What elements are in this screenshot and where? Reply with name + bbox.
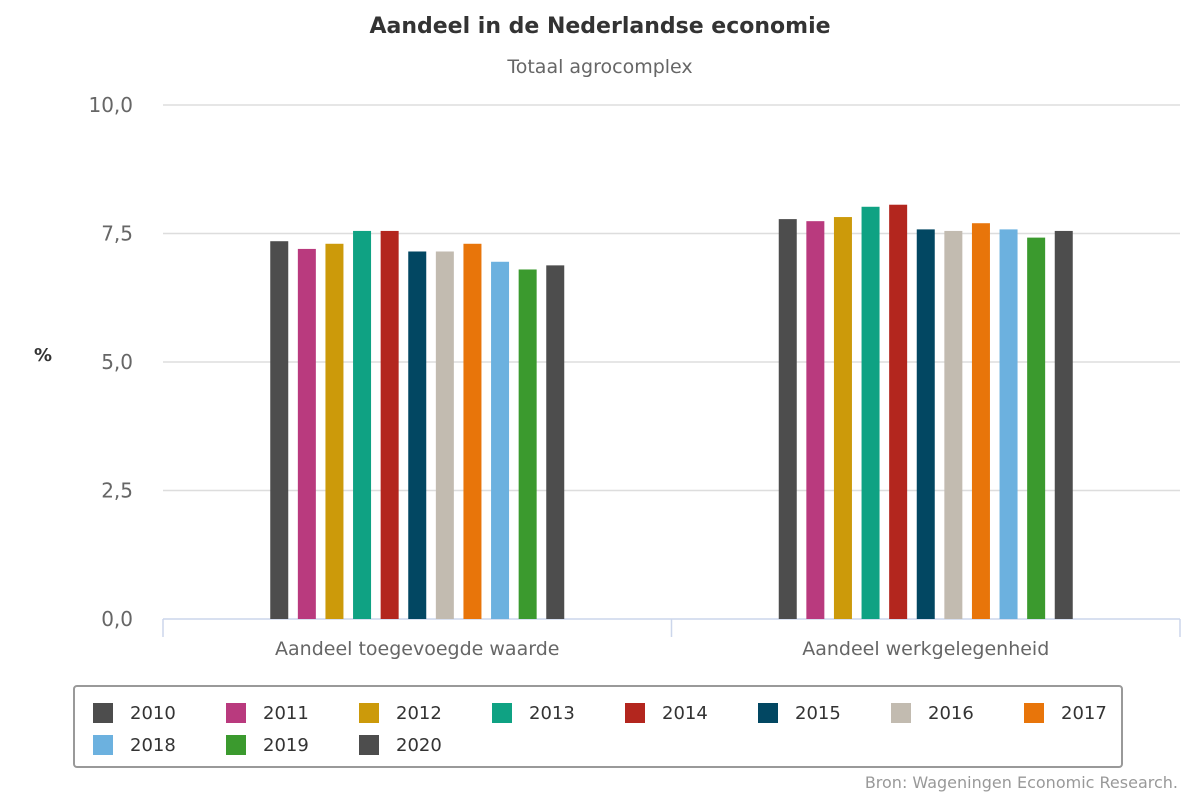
- bar-2017: [971, 223, 990, 619]
- legend-item-2010[interactable]: 2010: [93, 701, 176, 725]
- bar-2011: [297, 248, 316, 620]
- legend-label: 2015: [795, 702, 841, 724]
- bar-2020: [546, 265, 565, 619]
- x-category-label: Aandeel toegevoegde waarde: [275, 638, 559, 660]
- legend-label: 2012: [396, 702, 442, 724]
- legend-item-2011[interactable]: 2011: [226, 701, 309, 725]
- bar-2017: [463, 243, 482, 619]
- y-tick-label: 5,0: [101, 350, 133, 374]
- y-tick-label: 10,0: [88, 93, 133, 117]
- legend-swatch: [93, 735, 113, 755]
- legend-item-2014[interactable]: 2014: [625, 701, 708, 725]
- legend-swatch: [758, 703, 778, 723]
- bar-2011: [806, 221, 825, 619]
- bar-2018: [491, 261, 510, 619]
- bar-2014: [380, 230, 399, 619]
- y-tick-label: 2,5: [101, 479, 133, 503]
- legend-swatch: [359, 735, 379, 755]
- chart-legend: 2010 2011 2012 2013 2014 2015 2016 2017 2018 2019…: [73, 685, 1123, 768]
- legend-item-2019[interactable]: 2019: [226, 733, 309, 757]
- legend-item-2020[interactable]: 2020: [359, 733, 442, 757]
- source-note: Bron: Wageningen Economic Research.: [864, 773, 1178, 792]
- legend-label: 2018: [130, 734, 176, 756]
- legend-swatch: [1024, 703, 1044, 723]
- bar-chart: 0,0 2,5 5,0 7,5 10,0% Aandeel toegevoegde waa…: [34, 93, 1181, 660]
- legend-swatch: [891, 703, 911, 723]
- legend-label: 2017: [1061, 702, 1107, 724]
- bar-2019: [518, 269, 537, 619]
- y-tick-label: 0,0: [101, 607, 133, 631]
- legend-label: 2010: [130, 702, 176, 724]
- legend-label: 2013: [529, 702, 575, 724]
- bar-2015: [916, 229, 935, 619]
- legend-swatch: [226, 703, 246, 723]
- chart-title: Aandeel in de Nederlandse economie: [369, 14, 831, 39]
- bar-2013: [861, 206, 880, 619]
- bar-2016: [944, 230, 963, 619]
- legend-swatch: [226, 735, 246, 755]
- legend-item-2015[interactable]: 2015: [758, 701, 841, 725]
- bar-2010: [270, 241, 289, 619]
- y-axis-label: %: [34, 345, 52, 366]
- legend-item-2018[interactable]: 2018: [93, 733, 176, 757]
- legend-label: 2019: [263, 734, 309, 756]
- legend-label: 2020: [396, 734, 442, 756]
- legend-label: 2014: [662, 702, 708, 724]
- bar-2019: [1027, 237, 1046, 619]
- bar-2013: [353, 230, 372, 619]
- legend-swatch: [492, 703, 512, 723]
- bar-2016: [435, 251, 454, 620]
- legend-swatch: [625, 703, 645, 723]
- legend-item-2016[interactable]: 2016: [891, 701, 974, 725]
- bar-2020: [1054, 230, 1073, 619]
- x-category-label: Aandeel werkgelegenheid: [802, 638, 1049, 660]
- bar-2012: [325, 243, 344, 619]
- legend-swatch: [359, 703, 379, 723]
- bar-2012: [833, 217, 852, 619]
- legend-item-2013[interactable]: 2013: [492, 701, 575, 725]
- chart-subtitle: Totaal agrocomplex: [507, 56, 693, 78]
- bar-2010: [778, 219, 797, 619]
- legend-label: 2016: [928, 702, 974, 724]
- legend-item-2012[interactable]: 2012: [359, 701, 442, 725]
- y-tick-label: 7,5: [101, 222, 133, 246]
- legend-swatch: [93, 703, 113, 723]
- legend-item-2017[interactable]: 2017: [1024, 701, 1107, 725]
- bar-2018: [999, 229, 1018, 619]
- bar-2015: [408, 251, 427, 620]
- legend-label: 2011: [263, 702, 309, 724]
- bar-2014: [889, 204, 908, 619]
